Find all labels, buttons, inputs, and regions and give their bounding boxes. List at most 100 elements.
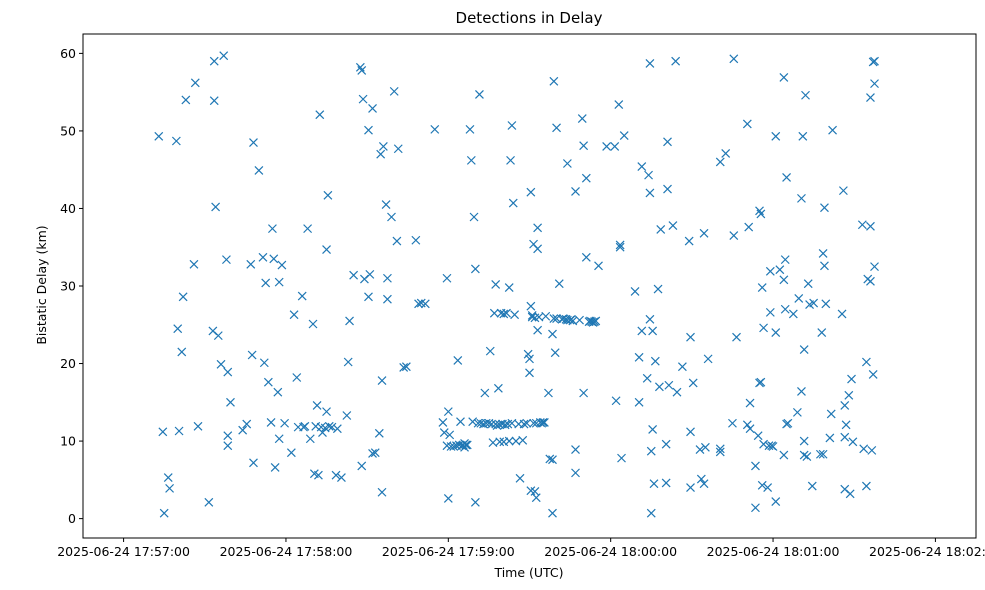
data-point	[820, 203, 829, 213]
data-point	[759, 323, 768, 333]
data-point	[246, 259, 256, 269]
data-point	[343, 357, 353, 367]
data-point	[661, 478, 671, 488]
data-point	[541, 311, 551, 321]
data-point	[768, 442, 778, 451]
data-point	[870, 262, 879, 272]
data-point	[742, 119, 752, 129]
data-point	[700, 442, 710, 452]
data-point	[383, 273, 392, 283]
data-point	[783, 418, 793, 428]
data-point	[581, 252, 591, 262]
data-point	[656, 224, 666, 234]
data-point	[753, 431, 763, 441]
data-point	[368, 104, 377, 113]
data-point	[499, 309, 509, 319]
data-point	[292, 373, 302, 382]
data-point	[684, 236, 694, 246]
data-point	[297, 291, 307, 301]
data-point	[189, 259, 199, 269]
data-point	[312, 400, 322, 410]
data-point	[818, 449, 828, 459]
data-point	[358, 94, 368, 104]
tick-marks	[79, 52, 936, 542]
data-point	[267, 224, 277, 234]
data-point	[368, 449, 377, 458]
data-point	[868, 369, 878, 379]
data-point	[470, 264, 480, 274]
data-point	[345, 316, 354, 326]
data-point	[507, 121, 517, 130]
data-point	[443, 494, 453, 503]
data-point	[204, 497, 214, 507]
data-point	[249, 138, 258, 147]
data-point	[502, 308, 511, 318]
data-point	[653, 284, 663, 294]
data-point	[634, 352, 644, 362]
y-tick-label: 20	[60, 356, 76, 371]
data-point	[449, 442, 459, 451]
data-point	[617, 453, 626, 463]
data-point	[671, 56, 681, 66]
data-point	[190, 78, 200, 88]
data-point	[715, 444, 725, 454]
data-point	[562, 159, 572, 168]
data-point	[866, 93, 875, 103]
data-point	[223, 367, 233, 377]
chart-title: Detections in Delay	[456, 9, 603, 27]
data-point	[465, 124, 475, 134]
data-point	[686, 332, 695, 342]
data-point	[314, 470, 323, 480]
data-point	[420, 299, 430, 309]
data-point	[525, 368, 534, 378]
data-point	[649, 479, 659, 489]
data-point	[646, 508, 656, 518]
data-point	[308, 319, 318, 329]
data-point	[817, 328, 827, 337]
data-point	[654, 382, 664, 392]
data-point	[866, 221, 875, 231]
data-point	[845, 489, 855, 499]
data-point	[533, 244, 543, 254]
data-point	[357, 461, 367, 471]
data-point	[663, 184, 672, 194]
data-point	[751, 503, 760, 513]
x-tick-label: 2025-06-24 17:58:00	[220, 544, 353, 559]
data-point	[745, 398, 755, 408]
data-point	[672, 387, 682, 397]
data-point	[389, 86, 399, 96]
data-point	[686, 427, 695, 437]
data-point	[757, 283, 767, 292]
data-point	[828, 125, 838, 135]
data-point	[454, 440, 464, 450]
data-point	[771, 328, 781, 337]
data-point	[216, 359, 226, 369]
data-point	[377, 376, 387, 386]
data-point	[648, 326, 658, 336]
data-point	[837, 309, 847, 319]
data-point	[508, 198, 518, 208]
data-point	[797, 193, 806, 203]
data-point	[611, 396, 621, 406]
data-point	[286, 448, 296, 458]
data-point	[861, 357, 871, 367]
data-point	[439, 428, 449, 437]
data-point	[249, 458, 258, 468]
data-point	[549, 314, 559, 323]
data-point	[745, 424, 755, 434]
data-point	[591, 316, 601, 326]
data-point	[392, 236, 402, 246]
data-point	[615, 240, 625, 250]
data-point	[269, 254, 279, 264]
data-point	[349, 270, 359, 280]
data-point	[756, 209, 766, 219]
data-point	[303, 224, 313, 234]
x-axis-label: Time (UTC)	[493, 565, 563, 580]
data-point	[266, 418, 276, 427]
data-point	[859, 444, 869, 454]
data-point	[818, 249, 828, 258]
data-point	[315, 110, 325, 120]
y-tick-label: 0	[68, 511, 76, 526]
data-point	[715, 157, 725, 167]
data-point	[646, 446, 656, 456]
